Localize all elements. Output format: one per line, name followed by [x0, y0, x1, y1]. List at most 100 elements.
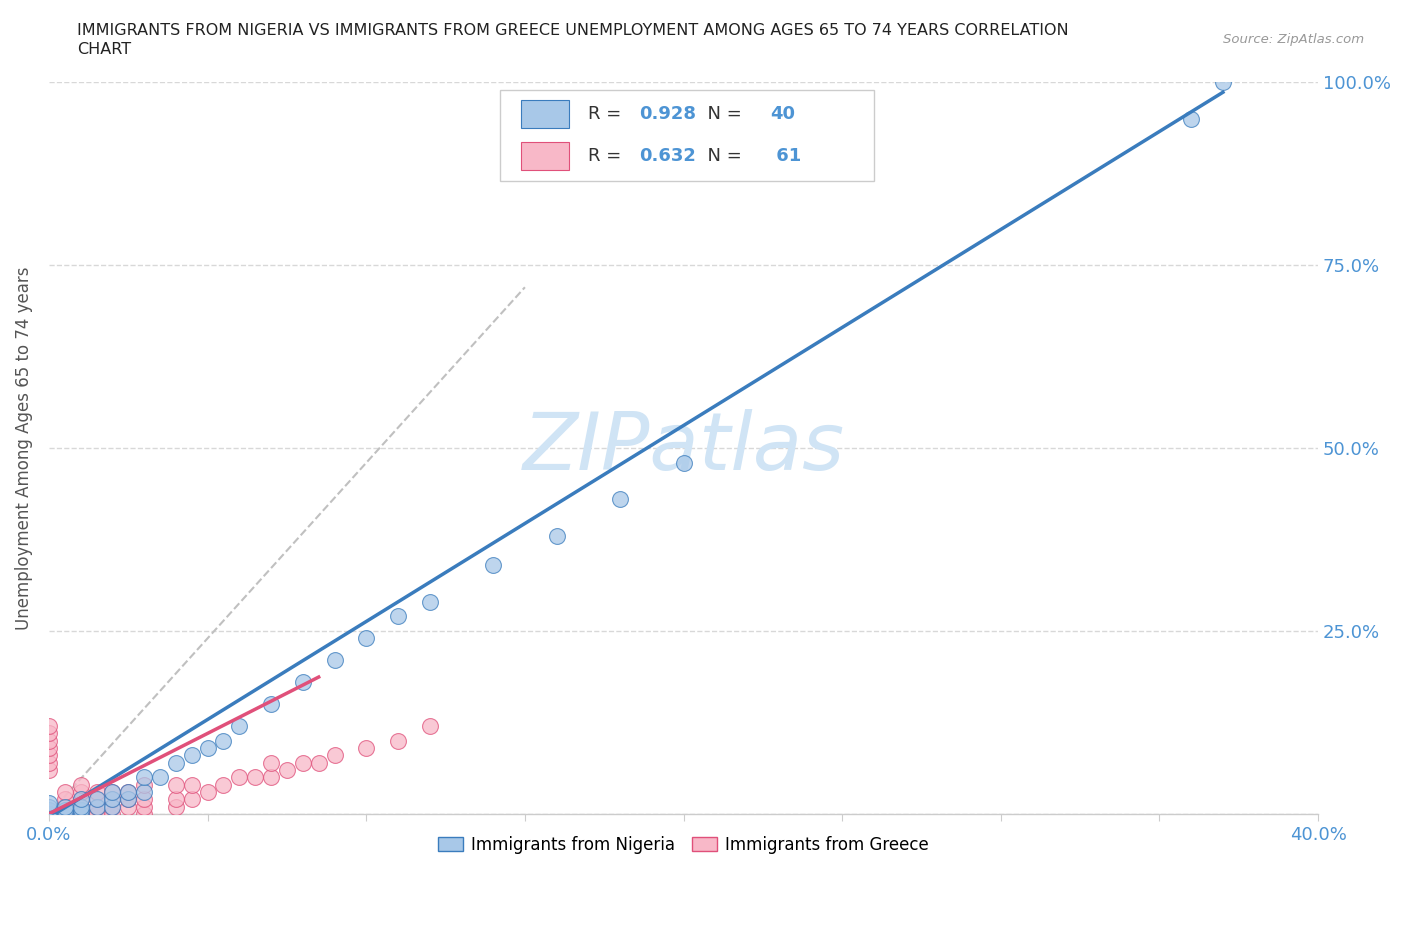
- Point: [165, 777, 187, 792]
- Point: [228, 719, 250, 734]
- Point: [387, 733, 409, 748]
- Point: [69, 806, 91, 821]
- Point: [101, 799, 124, 814]
- Point: [53, 806, 76, 821]
- Point: [38, 806, 60, 821]
- Point: [53, 791, 76, 806]
- Point: [69, 799, 91, 814]
- Point: [165, 799, 187, 814]
- Point: [69, 806, 91, 821]
- Point: [419, 719, 441, 734]
- Point: [69, 803, 91, 817]
- Point: [38, 763, 60, 777]
- Point: [69, 791, 91, 806]
- Text: 0.928: 0.928: [640, 105, 696, 124]
- Point: [212, 733, 235, 748]
- Point: [323, 653, 346, 668]
- Point: [482, 558, 505, 573]
- Point: [69, 784, 91, 799]
- Point: [245, 770, 267, 785]
- FancyBboxPatch shape: [499, 90, 875, 181]
- Point: [101, 784, 124, 799]
- Point: [53, 806, 76, 821]
- Point: [53, 799, 76, 814]
- Legend: Immigrants from Nigeria, Immigrants from Greece: Immigrants from Nigeria, Immigrants from…: [432, 829, 936, 860]
- Point: [1212, 75, 1234, 90]
- Point: [117, 799, 139, 814]
- Point: [117, 784, 139, 799]
- Point: [38, 806, 60, 821]
- Point: [53, 784, 76, 799]
- Point: [69, 803, 91, 817]
- Point: [69, 799, 91, 814]
- Point: [260, 755, 283, 770]
- Point: [86, 799, 108, 814]
- Point: [134, 784, 156, 799]
- Point: [546, 528, 568, 543]
- Point: [387, 609, 409, 624]
- Point: [260, 770, 283, 785]
- Point: [101, 791, 124, 806]
- Point: [86, 784, 108, 799]
- Point: [53, 806, 76, 821]
- Point: [308, 755, 330, 770]
- Point: [117, 784, 139, 799]
- Point: [86, 791, 108, 806]
- Point: [228, 770, 250, 785]
- Point: [149, 770, 172, 785]
- Point: [101, 806, 124, 821]
- Point: [180, 777, 202, 792]
- Point: [38, 806, 60, 821]
- Point: [53, 799, 76, 814]
- Point: [38, 806, 60, 821]
- Point: [291, 675, 314, 690]
- Point: [53, 803, 76, 817]
- Point: [1180, 112, 1202, 126]
- Point: [69, 777, 91, 792]
- Text: R =: R =: [588, 105, 627, 124]
- Point: [101, 791, 124, 806]
- Point: [38, 806, 60, 821]
- Point: [197, 784, 219, 799]
- Y-axis label: Unemployment Among Ages 65 to 74 years: Unemployment Among Ages 65 to 74 years: [15, 266, 32, 630]
- Text: CHART: CHART: [77, 42, 131, 57]
- Point: [134, 799, 156, 814]
- Point: [134, 770, 156, 785]
- Point: [86, 799, 108, 814]
- Point: [38, 726, 60, 741]
- Point: [38, 740, 60, 755]
- Point: [672, 456, 695, 471]
- Point: [38, 806, 60, 821]
- Point: [69, 806, 91, 821]
- Point: [38, 803, 60, 817]
- Text: ZIPatlas: ZIPatlas: [523, 409, 845, 487]
- Point: [117, 791, 139, 806]
- Point: [38, 806, 60, 821]
- Bar: [522, 100, 569, 128]
- Point: [356, 740, 378, 755]
- Point: [212, 777, 235, 792]
- Text: 40: 40: [770, 105, 794, 124]
- Point: [419, 594, 441, 609]
- Point: [134, 777, 156, 792]
- Text: N =: N =: [696, 147, 748, 166]
- Point: [165, 755, 187, 770]
- Text: 0.632: 0.632: [640, 147, 696, 166]
- Point: [86, 806, 108, 821]
- Point: [38, 806, 60, 821]
- Point: [38, 806, 60, 821]
- Text: Source: ZipAtlas.com: Source: ZipAtlas.com: [1223, 33, 1364, 46]
- Point: [291, 755, 314, 770]
- Point: [101, 784, 124, 799]
- Point: [38, 806, 60, 821]
- Point: [260, 697, 283, 711]
- Point: [38, 795, 60, 810]
- Point: [38, 799, 60, 814]
- Text: 61: 61: [770, 147, 801, 166]
- Point: [134, 791, 156, 806]
- Point: [101, 799, 124, 814]
- Point: [38, 733, 60, 748]
- Text: N =: N =: [696, 105, 748, 124]
- Point: [323, 748, 346, 763]
- Point: [86, 791, 108, 806]
